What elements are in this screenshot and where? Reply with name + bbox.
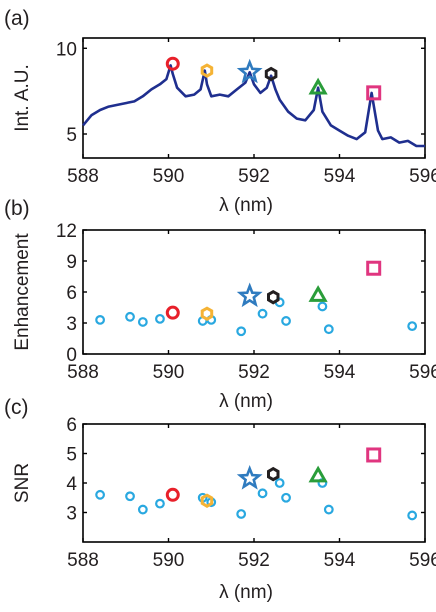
marker-circle-red <box>165 305 180 320</box>
x-tick-label: 594 <box>324 362 356 383</box>
y-tick-label: 12 <box>56 221 77 242</box>
marker-hexagon-orange <box>200 493 214 508</box>
data-point <box>323 504 334 515</box>
data-point <box>125 311 135 322</box>
y-tick-label: 10 <box>56 39 77 60</box>
data-point <box>125 491 135 502</box>
panel-a-letter: (a) <box>4 7 30 30</box>
marker-hexagon-black <box>267 466 280 482</box>
x-axis-label: λ (nm) <box>219 582 273 603</box>
marker-square-magenta <box>366 85 382 101</box>
data-point <box>95 315 105 325</box>
y-axis-label: Int. A.U. <box>12 64 33 132</box>
y-axis-label: SNR <box>12 463 33 503</box>
x-tick-label: 596 <box>409 166 436 187</box>
x-axis-label: λ (nm) <box>219 391 273 412</box>
marker-hexagon-orange <box>200 306 214 321</box>
data-point <box>137 504 148 515</box>
y-tick-label: 9 <box>66 252 77 273</box>
marker-square-magenta <box>366 260 382 276</box>
data-point <box>137 317 148 327</box>
data-point <box>317 301 328 312</box>
data-point <box>407 321 418 332</box>
marker-circle-red <box>165 487 180 502</box>
y-tick-label: 5 <box>66 125 77 146</box>
panel-a: (a) 588 590 592 594 596 5 10 λ (nm) Int. A.U. <box>4 7 436 216</box>
marker-hexagon-black <box>267 289 280 305</box>
data-point <box>155 313 165 324</box>
data-point <box>236 509 247 519</box>
data-point <box>274 478 285 488</box>
x-tick-label: 592 <box>238 550 270 571</box>
panel-c: (c) 588 590 592 594 596 3 4 5 6 λ (nm) SNR <box>4 396 436 603</box>
y-tick-label: 3 <box>66 314 77 335</box>
data-point <box>155 498 165 509</box>
marker-star-blue_star <box>236 282 263 308</box>
data-point <box>281 316 291 326</box>
marker-triangle-green <box>308 285 328 302</box>
data-point <box>323 324 334 335</box>
marker-hexagon-black <box>264 66 278 82</box>
x-tick-label: 588 <box>67 362 99 383</box>
x-tick-label: 590 <box>153 166 185 187</box>
y-tick-label: 5 <box>66 445 77 466</box>
y-tick-label: 6 <box>66 283 77 304</box>
data-point <box>236 326 247 337</box>
marker-circle-red <box>165 56 180 71</box>
marker-hexagon-orange <box>200 63 214 78</box>
x-tick-label: 594 <box>324 550 356 571</box>
marker-star-blue_star <box>236 465 263 490</box>
y-tick-label: 6 <box>66 415 77 436</box>
y-tick-label: 0 <box>66 345 77 366</box>
y-tick-label: 3 <box>66 504 77 525</box>
y-axis-label: Enhancement <box>12 233 33 351</box>
x-tick-label: 590 <box>153 362 185 383</box>
x-tick-label: 596 <box>409 362 436 383</box>
data-point <box>257 308 268 319</box>
x-tick-label: 592 <box>238 166 270 187</box>
x-axis-label: λ (nm) <box>219 195 273 216</box>
panel-b: (b) 588 590 592 594 596 0 3 6 9 12 λ (nm) Enhanceme… <box>4 197 436 412</box>
data-point <box>257 488 268 499</box>
x-tick-label: 596 <box>409 550 436 571</box>
x-tick-label: 594 <box>324 166 356 187</box>
x-tick-label: 588 <box>67 166 99 187</box>
panel-b-letter: (b) <box>4 197 30 220</box>
marker-triangle-green <box>308 77 328 95</box>
x-tick-label: 592 <box>238 362 270 383</box>
data-point <box>407 510 418 521</box>
x-tick-label: 588 <box>67 550 99 571</box>
marker-triangle-green <box>308 465 328 483</box>
data-point <box>281 492 291 503</box>
data-point <box>95 489 105 500</box>
x-tick-label: 590 <box>153 550 185 571</box>
marker-star-blue_star <box>236 58 263 84</box>
data-point <box>317 478 328 488</box>
panel-c-letter: (c) <box>4 396 29 419</box>
marker-square-magenta <box>366 447 382 463</box>
y-tick-label: 4 <box>66 474 77 495</box>
